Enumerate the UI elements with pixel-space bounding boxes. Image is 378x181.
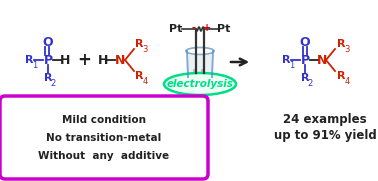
Text: +: + <box>77 51 91 69</box>
Text: N: N <box>115 54 125 66</box>
FancyBboxPatch shape <box>193 69 197 77</box>
Text: R: R <box>337 71 345 81</box>
Text: +: + <box>203 23 211 33</box>
Text: H: H <box>60 54 70 66</box>
Text: Without  any  additive: Without any additive <box>39 151 170 161</box>
Text: Pt: Pt <box>169 24 183 34</box>
Ellipse shape <box>187 73 213 81</box>
Text: 24 examples: 24 examples <box>283 113 367 127</box>
Ellipse shape <box>164 73 236 95</box>
Text: 4: 4 <box>143 77 148 85</box>
Text: O: O <box>43 35 53 49</box>
Text: 1: 1 <box>290 60 294 70</box>
Text: up to 91% yield: up to 91% yield <box>274 129 376 142</box>
Text: P: P <box>43 54 53 66</box>
Text: 1: 1 <box>33 60 38 70</box>
Text: R: R <box>301 73 309 83</box>
Text: R: R <box>135 71 143 81</box>
Text: 3: 3 <box>142 45 148 54</box>
Text: P: P <box>301 54 310 66</box>
Text: R: R <box>337 39 345 49</box>
Text: Mild condition: Mild condition <box>62 115 146 125</box>
FancyBboxPatch shape <box>201 69 205 77</box>
Polygon shape <box>188 55 212 77</box>
Text: O: O <box>300 35 310 49</box>
Text: R: R <box>135 39 143 49</box>
Text: R: R <box>44 73 52 83</box>
Text: No transition-metal: No transition-metal <box>46 133 162 143</box>
Text: R: R <box>25 55 33 65</box>
Text: 3: 3 <box>344 45 350 54</box>
Text: R: R <box>282 55 290 65</box>
Text: 2: 2 <box>307 79 313 87</box>
FancyBboxPatch shape <box>0 96 208 179</box>
Text: N: N <box>317 54 327 66</box>
Text: 4: 4 <box>344 77 350 85</box>
Text: -: - <box>191 23 195 33</box>
Text: 2: 2 <box>50 79 56 87</box>
Text: H: H <box>98 54 108 66</box>
Text: Pt: Pt <box>217 24 231 34</box>
Text: electrolysis: electrolysis <box>167 79 234 89</box>
